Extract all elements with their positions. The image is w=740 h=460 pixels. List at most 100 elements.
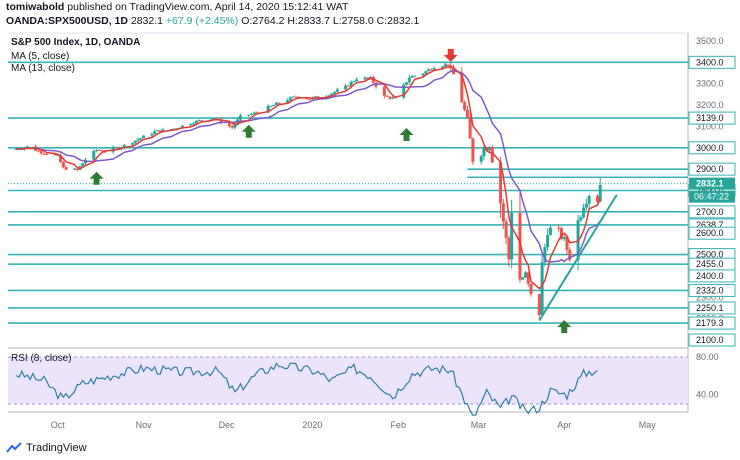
ma5-legend[interactable]: MA (5, close) (11, 51, 70, 62)
candle-body (316, 96, 320, 98)
candle-body (344, 85, 348, 90)
candle-body (333, 91, 337, 94)
price-axis-tick: 3100.0 (696, 121, 724, 131)
candle (488, 146, 492, 152)
rsi-axis-tick: 40.00 (696, 390, 719, 400)
candle (250, 112, 254, 116)
rsi-legend[interactable]: RSI (8, close) (11, 353, 72, 364)
candle-body (291, 96, 295, 98)
level-label-text: 2600.0 (696, 228, 724, 238)
price-axis-tick: 3200.0 (696, 100, 724, 110)
trend-line (538, 194, 618, 322)
candle (510, 199, 514, 269)
candle (81, 163, 85, 167)
price-axis-tick: 3300.0 (696, 79, 724, 89)
candle (95, 149, 99, 153)
candle (479, 154, 483, 165)
candle (247, 114, 251, 117)
candle (562, 235, 566, 242)
candle (523, 270, 527, 278)
time-axis-tick: May (639, 420, 657, 430)
countdown-text: 06:47:22 (694, 192, 729, 202)
candle-body (402, 84, 406, 98)
candle-body (443, 64, 447, 67)
level-label-text: 3400.0 (696, 57, 724, 67)
level-label-box (688, 111, 736, 125)
candle (432, 66, 436, 70)
level-label: 2400.0 (688, 269, 736, 283)
candle (504, 218, 508, 245)
candle-body (421, 73, 425, 76)
candle (499, 156, 503, 218)
candle-body (579, 217, 583, 221)
countdown-box (689, 190, 735, 203)
candle-body (139, 138, 143, 140)
candle (404, 82, 408, 86)
up-arrow-icon (89, 171, 104, 185)
candle-body (424, 71, 428, 74)
candle-body (230, 126, 234, 128)
tradingview-logo[interactable]: TradingView (6, 442, 87, 454)
candle-body (255, 112, 259, 114)
candle (291, 96, 295, 98)
ma13-legend[interactable]: MA (13, close) (11, 63, 75, 74)
candle-body (391, 97, 395, 99)
publish-text: published on TradingView.com, April 14, … (67, 1, 349, 13)
rsi-line (15, 362, 598, 416)
candle-body (238, 115, 242, 120)
candle-body (507, 237, 511, 260)
candle-body (266, 106, 270, 113)
candle-body (584, 203, 588, 208)
candle-body (103, 151, 107, 153)
candle-body (490, 147, 494, 163)
candle (238, 113, 242, 122)
candle-body (526, 272, 530, 284)
candle (546, 228, 550, 251)
candle-body (510, 212, 514, 260)
symbol-info: OANDA:SPX500USD, 1D 2832.1 +67.9 (+2.45%… (6, 15, 419, 27)
time-axis-tick: Mar (471, 420, 487, 430)
candle-body (540, 262, 544, 316)
candle-body (349, 81, 353, 87)
candle-body (64, 167, 68, 170)
level-label-text: 2700.0 (696, 207, 724, 217)
time-axis-tick: 2020 (302, 420, 322, 430)
candle-body (169, 129, 173, 131)
candle-body (568, 249, 572, 260)
candle-body (557, 227, 561, 229)
candle (595, 194, 599, 203)
candle (155, 130, 159, 132)
candle (579, 215, 583, 223)
candle-body (537, 293, 541, 316)
candle-body (95, 149, 99, 151)
candle-body (153, 131, 157, 135)
candle-body (277, 102, 281, 104)
candle-body (197, 120, 201, 122)
candle-body (463, 102, 467, 110)
candle-body (582, 207, 586, 218)
candle-body (81, 163, 85, 167)
candle (335, 87, 339, 93)
level-label-box (688, 283, 736, 297)
candle-body (369, 76, 373, 79)
candle (371, 75, 375, 85)
up-arrow-icon (557, 320, 572, 334)
level-label-box (688, 316, 736, 330)
chart-title: S&P 500 Index, 1D, OANDA (11, 37, 141, 48)
candle (288, 96, 292, 102)
level-label-text: 2179.3 (696, 318, 724, 328)
candle (557, 224, 561, 232)
level-label: 2900.0 (688, 162, 736, 176)
candle (61, 160, 65, 169)
level-label: 3000.0 (688, 141, 736, 155)
candle (407, 74, 411, 86)
candle (388, 96, 392, 101)
ohlc-values: O:2764.2 H:2833.7 L:2758.0 C:2832.1 (241, 15, 420, 27)
candle-body (521, 277, 525, 280)
candle (382, 84, 386, 99)
up-arrow-icon (399, 127, 414, 141)
candle-body (59, 154, 63, 163)
candle (427, 68, 431, 72)
author-name[interactable]: tomiwabold (6, 1, 65, 13)
